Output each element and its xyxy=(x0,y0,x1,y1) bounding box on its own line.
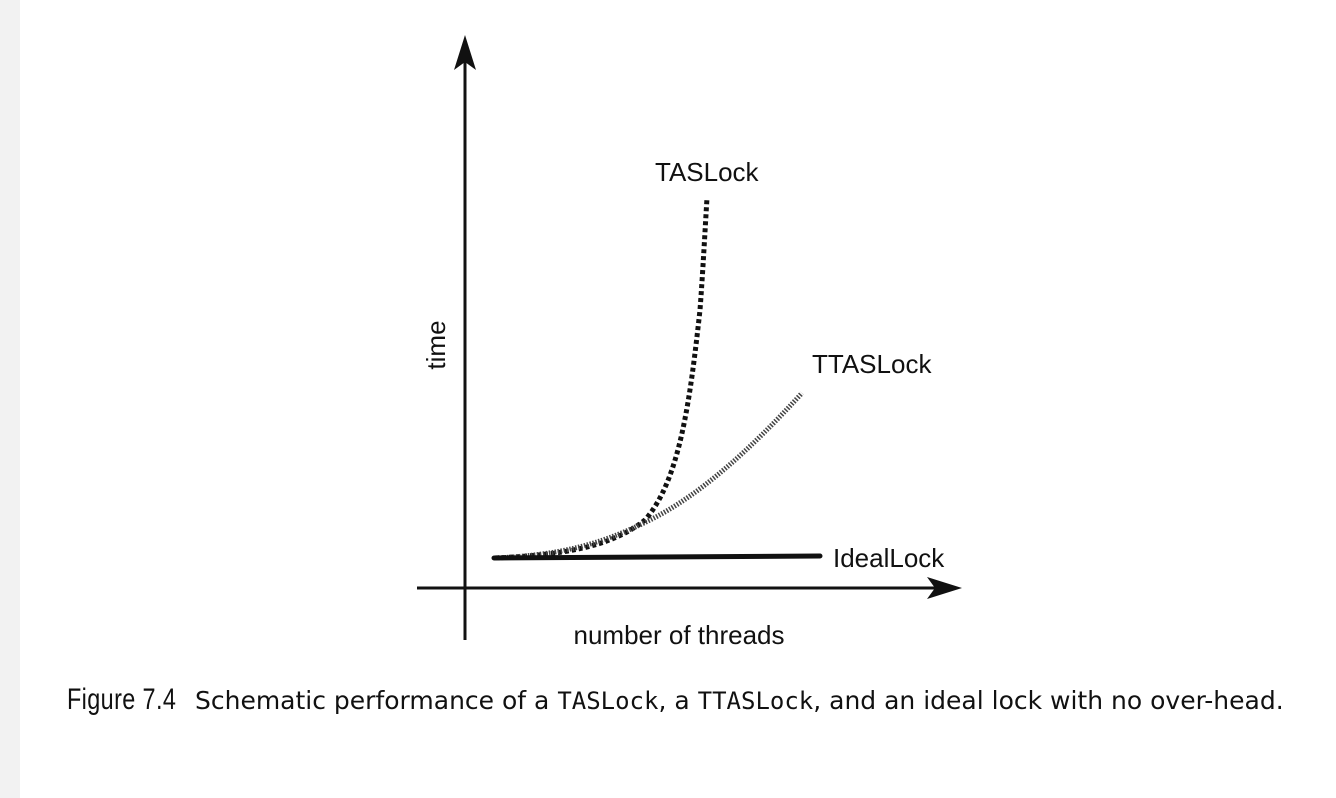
ideallock-label: IdealLock xyxy=(833,543,945,573)
x-axis-label: number of threads xyxy=(573,620,784,650)
caption-text-3: , and an ideal lock with no over-head. xyxy=(813,686,1284,715)
ttaslock-curve xyxy=(494,391,804,561)
y-axis-arrowhead xyxy=(454,35,476,70)
caption-text-2: , a xyxy=(658,686,698,715)
caption-code-taslock: TASLock xyxy=(557,687,659,715)
performance-diagram: TASLock TTASLock IdealLock time number o… xyxy=(417,35,962,650)
caption-code-ttaslock: TTASLock xyxy=(697,687,814,715)
caption-text-1: Schematic performance of a xyxy=(194,686,558,715)
taslock-label: TASLock xyxy=(655,157,760,187)
taslock-curve xyxy=(494,197,710,561)
x-axis-arrowhead xyxy=(927,577,962,599)
ttaslock-label: TTASLock xyxy=(812,349,932,379)
y-axis-label: time xyxy=(421,320,451,369)
ideallock-line xyxy=(491,553,823,561)
left-margin-strip xyxy=(0,0,20,798)
figure-caption: Figure 7.4 Schematic performance of a TA… xyxy=(67,680,1317,721)
figure-number: Figure 7.4 xyxy=(67,683,177,716)
